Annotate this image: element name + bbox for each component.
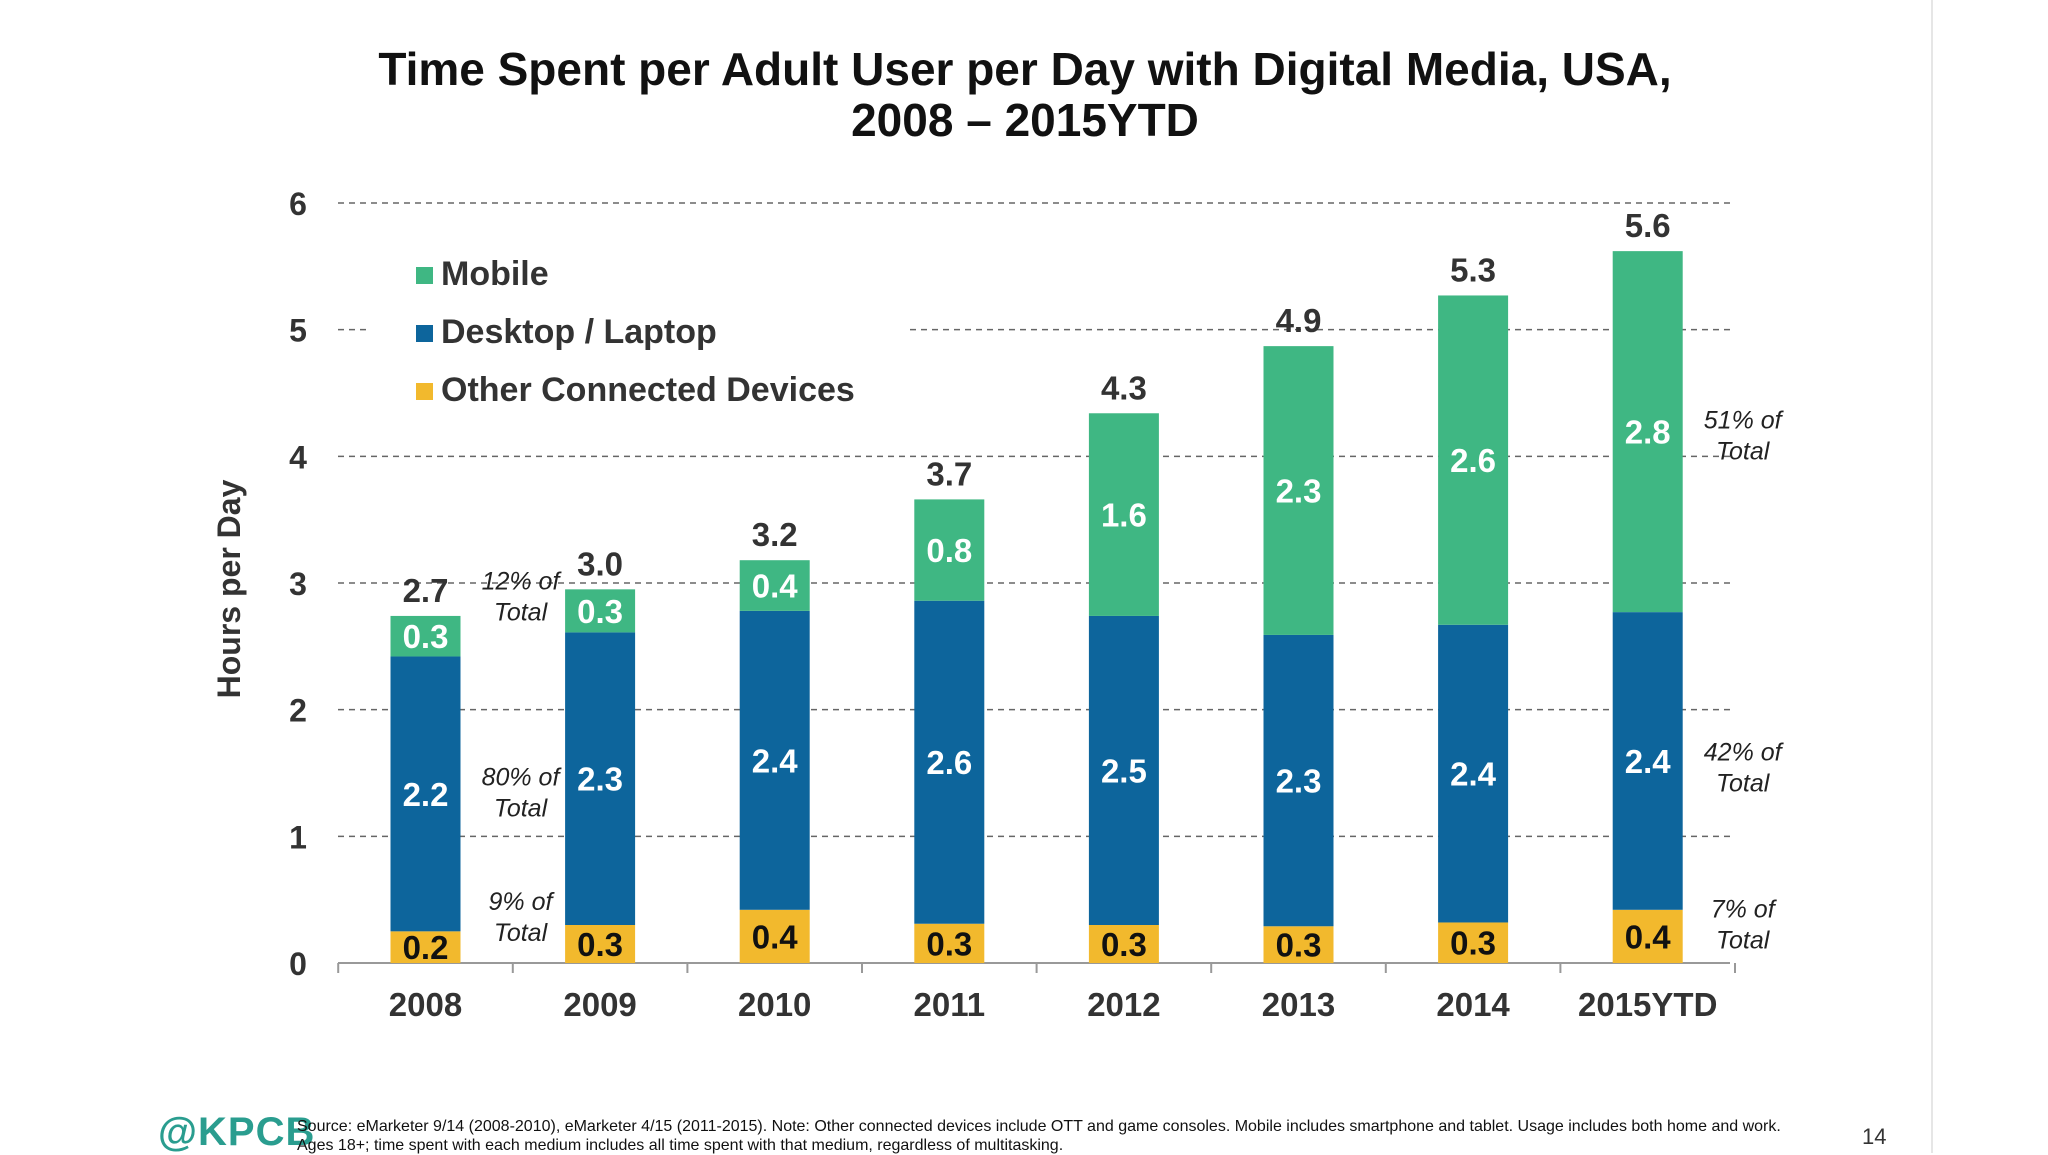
- bar-other-connected-devices-2008: [390, 931, 461, 963]
- bar-value-label: 0.4: [752, 918, 799, 955]
- bar-other-connected-devices-2010: [739, 909, 810, 963]
- share-annotation: Total: [494, 919, 549, 947]
- share-annotation: 7% of: [1711, 895, 1778, 923]
- bar-other-connected-devices-2014: [1438, 922, 1509, 963]
- y-tick-label: 6: [289, 186, 307, 222]
- bar-total-label: 5.6: [1625, 207, 1671, 244]
- bar-value-label: 2.3: [1276, 763, 1322, 800]
- bar-value-label: 0.3: [577, 593, 623, 630]
- y-tick-label: 5: [289, 313, 307, 349]
- bar-value-label: 1.6: [1101, 497, 1147, 534]
- bar-value-label: 0.3: [1101, 926, 1147, 963]
- x-tick-label: 2013: [1262, 986, 1335, 1023]
- bar-desktop-laptop-2011: [914, 600, 985, 924]
- bar-mobile-2012: [1088, 413, 1159, 616]
- bar-mobile-2010: [739, 560, 810, 611]
- legend-label: Mobile: [441, 255, 549, 293]
- bar-other-connected-devices-2009: [565, 925, 636, 963]
- x-tick-label: 2008: [389, 986, 462, 1023]
- legend-swatch-other-connected-devices: [416, 383, 433, 400]
- bar-value-label: 2.4: [1450, 756, 1497, 793]
- share-annotation: 80% of: [482, 764, 563, 792]
- share-annotation: 51% of: [1704, 406, 1785, 434]
- share-annotation: Total: [1716, 437, 1771, 465]
- x-tick-label: 2015YTD: [1578, 986, 1717, 1023]
- kpcb-logo-text: @KPCB: [158, 1110, 316, 1154]
- bar-value-label: 2.4: [752, 742, 799, 779]
- legend-swatch-mobile: [416, 267, 433, 284]
- bar-total-label: 5.3: [1450, 251, 1496, 288]
- share-annotation: 9% of: [489, 888, 556, 916]
- bar-desktop-laptop-2013: [1263, 634, 1334, 927]
- bar-mobile-2015YTD: [1612, 251, 1683, 613]
- bar-mobile-2008: [390, 615, 461, 657]
- bar-desktop-laptop-2008: [390, 656, 461, 932]
- x-tick-label: 2014: [1436, 986, 1510, 1023]
- y-axis-label: Hours per Day: [211, 479, 247, 698]
- legend-label: Other Connected Devices: [441, 371, 855, 409]
- bar-total-label: 3.2: [752, 516, 798, 553]
- bar-value-label: 0.3: [403, 618, 449, 655]
- bar-value-label: 0.3: [1450, 925, 1496, 962]
- bar-desktop-laptop-2012: [1088, 615, 1159, 925]
- bar-value-label: 2.4: [1625, 743, 1672, 780]
- y-tick-label: 0: [289, 946, 307, 982]
- bar-other-connected-devices-2011: [914, 923, 985, 963]
- share-annotation: Total: [494, 598, 549, 626]
- bar-mobile-2014: [1438, 295, 1509, 625]
- bar-total-label: 2.7: [403, 572, 449, 609]
- chart-title-line-1: Time Spent per Adult User per Day with D…: [378, 43, 1672, 95]
- bar-desktop-laptop-2014: [1438, 624, 1509, 923]
- bar-value-label: 0.3: [926, 925, 972, 962]
- bar-other-connected-devices-2012: [1088, 925, 1159, 963]
- source-note: Source: eMarketer 9/14 (2008-2010), eMar…: [297, 1118, 1781, 1154]
- bar-desktop-laptop-2009: [565, 632, 636, 925]
- x-tick-label: 2011: [914, 986, 986, 1023]
- bar-value-label: 2.6: [926, 744, 972, 781]
- bar-value-label: 0.3: [577, 926, 623, 963]
- x-tick-label: 2010: [738, 986, 811, 1023]
- bar-value-label: 2.6: [1450, 442, 1496, 479]
- share-annotation: 12% of: [482, 567, 563, 595]
- share-annotation: Total: [1716, 926, 1771, 954]
- y-tick-label: 3: [289, 566, 307, 602]
- bar-desktop-laptop-2015YTD: [1612, 612, 1683, 910]
- bar-total-label: 4.3: [1101, 369, 1147, 406]
- y-tick-label: 4: [289, 439, 307, 475]
- bar-value-label: 2.5: [1101, 752, 1147, 789]
- share-annotation: Total: [494, 795, 549, 823]
- share-annotation: 42% of: [1704, 738, 1785, 766]
- x-tick-label: 2009: [563, 986, 636, 1023]
- bar-desktop-laptop-2010: [739, 610, 810, 910]
- bar-value-label: 2.3: [577, 761, 623, 798]
- chart-title: Time Spent per Adult User per Day with D…: [300, 44, 1750, 146]
- bar-total-label: 3.0: [577, 545, 623, 582]
- legend-swatch-desktop-laptop: [416, 325, 433, 342]
- bar-value-label: 0.8: [926, 532, 972, 569]
- page-number: 14: [1862, 1124, 1887, 1149]
- share-annotation: Total: [1716, 769, 1771, 797]
- bar-value-label: 0.4: [752, 568, 799, 605]
- y-tick-label: 1: [289, 819, 307, 855]
- bar-value-label: 2.8: [1625, 414, 1671, 451]
- bar-total-label: 4.9: [1276, 302, 1322, 339]
- slide-edge-divider: [1931, 0, 1933, 1153]
- bar-value-label: 0.3: [1276, 927, 1322, 964]
- legend-label: Desktop / Laptop: [441, 313, 717, 351]
- bar-value-label: 2.2: [403, 776, 449, 813]
- bar-value-label: 0.2: [403, 929, 449, 966]
- bar-other-connected-devices-2015YTD: [1612, 909, 1683, 963]
- bar-mobile-2011: [914, 499, 985, 601]
- y-tick-label: 2: [289, 693, 307, 729]
- bar-mobile-2009: [565, 589, 636, 633]
- x-tick-label: 2012: [1087, 986, 1160, 1023]
- bar-total-label: 3.7: [926, 455, 972, 492]
- bar-value-label: 0.4: [1625, 918, 1672, 955]
- bar-value-label: 2.3: [1276, 473, 1322, 510]
- chart-title-line-2: 2008 – 2015YTD: [851, 94, 1199, 146]
- bar-mobile-2013: [1263, 346, 1334, 635]
- bar-other-connected-devices-2013: [1263, 926, 1334, 963]
